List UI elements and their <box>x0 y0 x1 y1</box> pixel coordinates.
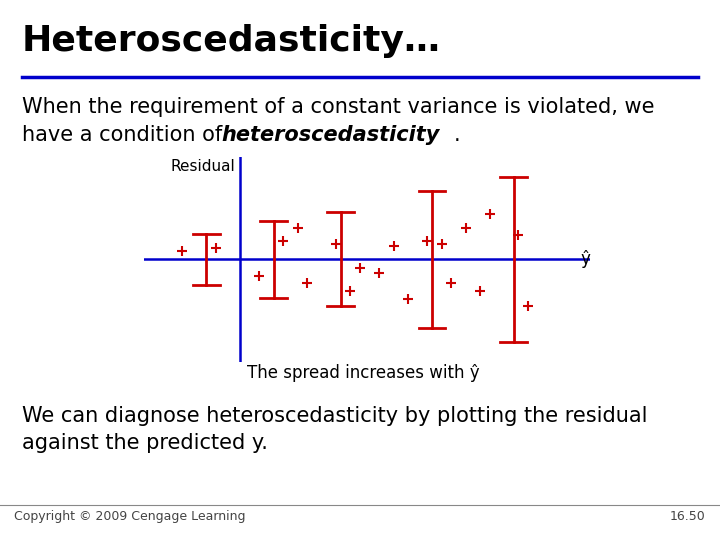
Text: 16.50: 16.50 <box>670 510 706 523</box>
Text: against the predicted y.: against the predicted y. <box>22 433 267 453</box>
Text: heteroscedasticity: heteroscedasticity <box>222 125 440 145</box>
Text: ŷ: ŷ <box>581 250 590 268</box>
Text: Copyright © 2009 Cengage Learning: Copyright © 2009 Cengage Learning <box>14 510 246 523</box>
Text: have a condition of: have a condition of <box>22 125 228 145</box>
Text: We can diagnose heteroscedasticity by plotting the residual: We can diagnose heteroscedasticity by pl… <box>22 406 647 426</box>
Text: Residual: Residual <box>171 159 235 174</box>
Text: When the requirement of a constant variance is violated, we: When the requirement of a constant varia… <box>22 97 654 117</box>
Text: .: . <box>454 125 460 145</box>
Text: The spread increases with ŷ: The spread increases with ŷ <box>247 364 480 382</box>
Text: Heteroscedasticity…: Heteroscedasticity… <box>22 24 441 58</box>
